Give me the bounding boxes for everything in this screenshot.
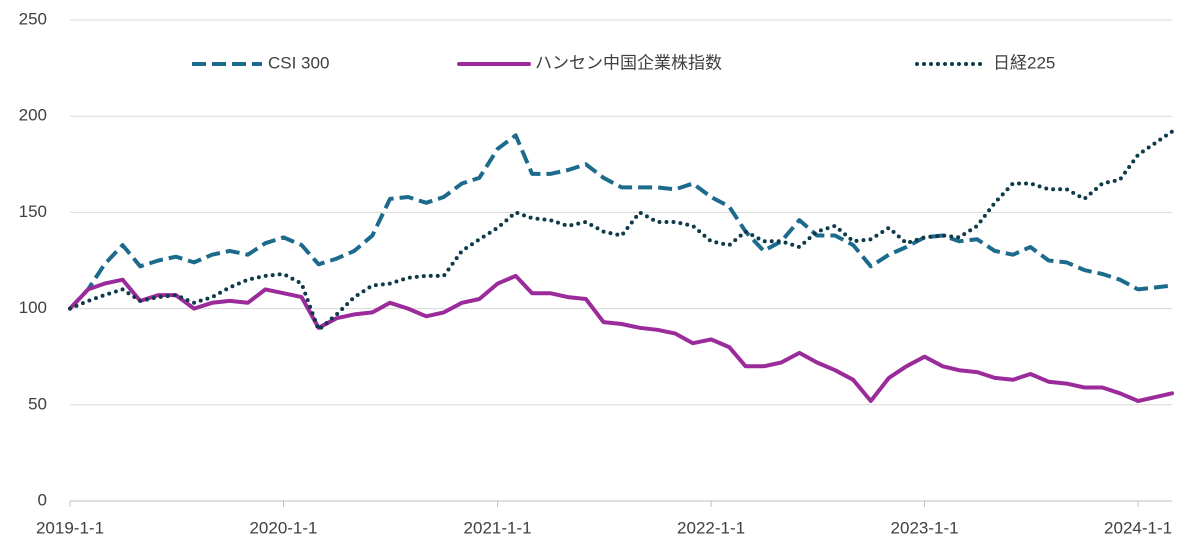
series-line — [68, 133, 1173, 310]
legend-label: CSI 300 — [268, 53, 329, 72]
y-tick-label: 50 — [28, 394, 47, 413]
legend-label: ハンセン中国企業株指数 — [535, 53, 722, 72]
x-tick-label: 2020-1-1 — [249, 518, 317, 537]
x-tick-label: 2022-1-1 — [677, 518, 745, 537]
legend-label: 日経225 — [993, 53, 1055, 72]
x-tick-label: 2024-1-1 — [1104, 518, 1172, 537]
series-line — [68, 129, 1174, 332]
x-tick-label: 2023-1-1 — [891, 518, 959, 537]
y-tick-label: 150 — [19, 202, 47, 221]
series-line — [68, 273, 1174, 403]
y-tick-label: 100 — [19, 298, 47, 317]
y-tick-label: 250 — [19, 9, 47, 28]
x-tick-label: 2021-1-1 — [464, 518, 532, 537]
x-tick-label: 2019-1-1 — [36, 518, 104, 537]
y-tick-label: 200 — [19, 106, 47, 125]
y-tick-label: 0 — [38, 490, 47, 509]
